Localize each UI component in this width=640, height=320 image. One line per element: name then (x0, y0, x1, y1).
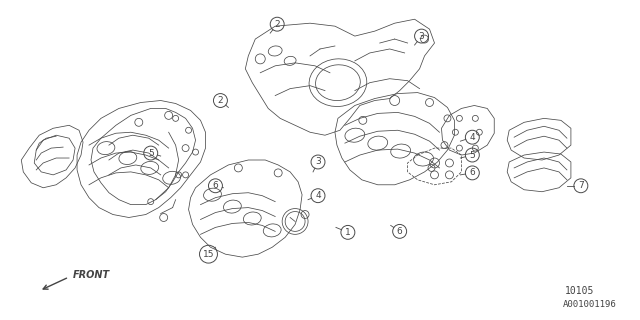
Text: 3: 3 (315, 157, 321, 166)
Text: 4: 4 (315, 191, 321, 200)
Text: 1: 1 (345, 228, 351, 237)
Text: 5: 5 (470, 150, 476, 160)
Text: 6: 6 (397, 227, 403, 236)
Text: 4: 4 (470, 133, 475, 142)
Text: 5: 5 (148, 148, 154, 157)
Text: 7: 7 (578, 181, 584, 190)
Text: 3: 3 (419, 32, 424, 41)
Text: 6: 6 (470, 168, 476, 177)
Text: 10105: 10105 (564, 286, 594, 296)
Text: FRONT: FRONT (73, 270, 110, 280)
Text: A001001196: A001001196 (563, 300, 617, 309)
Text: 6: 6 (212, 181, 218, 190)
Text: 15: 15 (203, 250, 214, 259)
Text: 2: 2 (275, 20, 280, 29)
Text: 2: 2 (218, 96, 223, 105)
